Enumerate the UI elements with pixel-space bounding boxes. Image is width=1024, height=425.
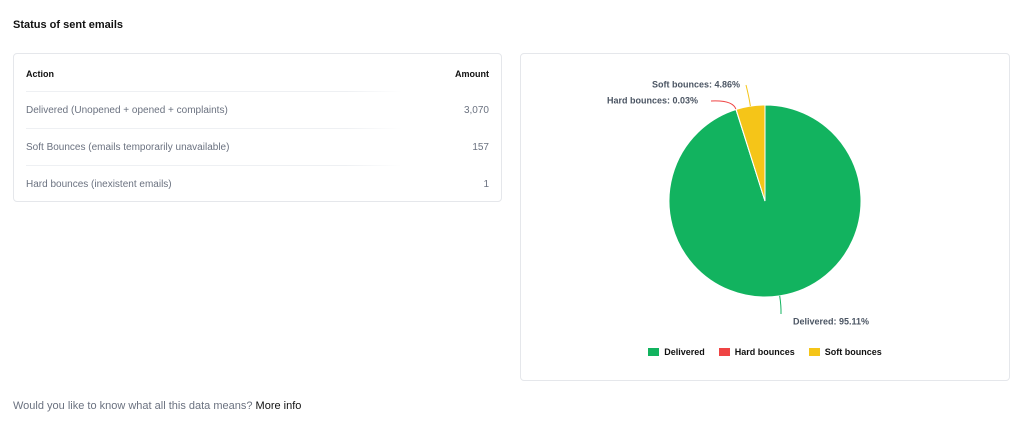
legend-item-delivered[interactable]: Delivered bbox=[648, 347, 705, 357]
table-row: Soft Bounces (emails temporarily unavail… bbox=[26, 129, 489, 166]
footer-help: Would you like to know what all this dat… bbox=[13, 400, 301, 412]
legend-label: Delivered bbox=[664, 347, 705, 357]
pie-slice-soft-bounces[interactable] bbox=[735, 104, 766, 202]
row-amount: 3,070 bbox=[463, 105, 489, 116]
row-action-label: Hard bounces (inexistent emails) bbox=[26, 179, 172, 190]
row-divider bbox=[26, 91, 402, 92]
pie-chart-card: Delivered: 95.11% Hard bounces: 0.03% Soft… bbox=[520, 53, 1010, 381]
emails-status-table: Action Amount Delivered (Unopened + open… bbox=[13, 53, 502, 202]
row-amount: 157 bbox=[472, 142, 489, 153]
legend-item-soft-bounces[interactable]: Soft bounces bbox=[808, 347, 882, 357]
pie-chart: Delivered: 95.11% Hard bounces: 0.03% Soft… bbox=[607, 79, 869, 326]
section-title: Status of sent emails bbox=[13, 19, 124, 31]
legend-label: Hard bounces bbox=[734, 347, 795, 357]
row-amount: 1 bbox=[483, 179, 489, 190]
row-action-label: Delivered (Unopened + opened + complaint… bbox=[26, 105, 228, 116]
column-header-amount: Amount bbox=[455, 68, 489, 79]
table-row: Delivered (Unopened + opened + complaint… bbox=[26, 92, 489, 129]
legend-label: Soft bounces bbox=[824, 347, 882, 357]
label-leader-line bbox=[745, 84, 751, 107]
legend-item-hard-bounces[interactable]: Hard bounces bbox=[718, 347, 795, 357]
legend-swatch bbox=[718, 348, 730, 356]
row-divider bbox=[26, 165, 402, 166]
label-leader-line bbox=[710, 100, 737, 110]
more-info-link[interactable]: More info bbox=[255, 400, 302, 412]
table-row: Hard bounces (inexistent emails) 1 bbox=[26, 166, 489, 203]
legend-swatch bbox=[648, 348, 660, 356]
chart-legend: Delivered Hard bounces Soft bounces bbox=[521, 347, 1009, 357]
data-label-soft-bounces: Soft bounces: 4.86% bbox=[652, 79, 740, 89]
column-header-action: Action bbox=[26, 68, 54, 79]
legend-swatch bbox=[808, 348, 820, 356]
row-divider bbox=[26, 128, 402, 129]
data-label-hard-bounces: Hard bounces: 0.03% bbox=[607, 95, 698, 105]
row-action-label: Soft Bounces (emails temporarily unavail… bbox=[26, 142, 230, 153]
label-leader-line bbox=[779, 295, 782, 315]
table-header: Action Amount bbox=[26, 55, 489, 92]
footer-text: Would you like to know what all this dat… bbox=[13, 400, 253, 412]
data-label-delivered: Delivered: 95.11% bbox=[793, 316, 869, 326]
